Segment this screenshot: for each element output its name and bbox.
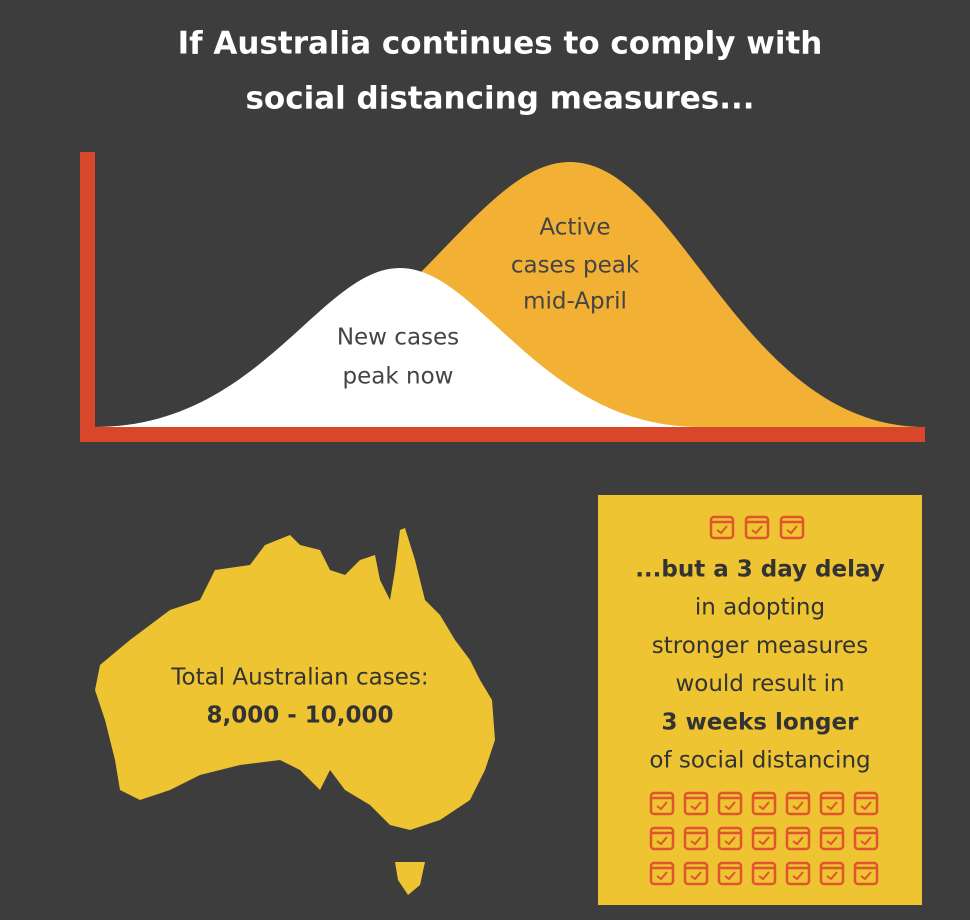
calendar-frame: [785, 861, 811, 886]
calendar-icon: [785, 861, 811, 886]
calendar-check: [690, 836, 702, 846]
active-label: cases peak: [511, 253, 640, 279]
calendar-check: [656, 871, 668, 881]
active-label: Active: [539, 215, 610, 241]
calendar-check: [786, 525, 798, 535]
calendar-frame: [717, 791, 743, 816]
calendar-check: [758, 801, 770, 811]
calendar-frame: [853, 826, 879, 851]
calendar-icon: [683, 791, 709, 816]
calendar-frame: [649, 791, 675, 816]
calendar-frame: [819, 861, 845, 886]
calendar-icon: [744, 515, 770, 540]
calendar-icon: [785, 826, 811, 851]
calendar-icon: [853, 791, 879, 816]
tasmania: [395, 862, 425, 895]
calendar-icon: [853, 826, 879, 851]
calendar-check: [724, 836, 736, 846]
calendar-icon: [785, 791, 811, 816]
calendar-frame: [751, 861, 777, 886]
calendar-frame: [649, 826, 675, 851]
calendar-check: [792, 836, 804, 846]
calendar-frame: [751, 791, 777, 816]
calendar-check: [716, 525, 728, 535]
new-cases-curve: [95, 268, 700, 427]
calendar-frame: [683, 791, 709, 816]
calendar-icon: [819, 826, 845, 851]
calendar-check: [690, 871, 702, 881]
calendar-frame: [717, 826, 743, 851]
calendar-icon: [683, 861, 709, 886]
calendar-frame: [779, 515, 805, 540]
calendar-icon: [649, 791, 675, 816]
calendar-check: [826, 836, 838, 846]
delay-line: would result in: [675, 671, 844, 697]
calendar-frame: [683, 826, 709, 851]
calendar-check: [792, 871, 804, 881]
calendar-icons: [649, 515, 879, 886]
calendar-frame: [819, 791, 845, 816]
calendar-icon: [751, 861, 777, 886]
map-label: Total Australian cases:: [170, 665, 428, 691]
calendar-icon: [717, 826, 743, 851]
calendar-check: [860, 801, 872, 811]
delay-line: 3 weeks longer: [662, 709, 860, 735]
calendar-check: [724, 801, 736, 811]
map-value: 8,000 - 10,000: [206, 703, 393, 729]
calendar-icon: [709, 515, 735, 540]
calendar-icon: [751, 826, 777, 851]
calendar-icon: [717, 791, 743, 816]
y-axis: [80, 152, 95, 442]
new-cases-label: peak now: [343, 364, 454, 390]
calendar-check: [656, 836, 668, 846]
calendar-check: [751, 525, 763, 535]
delay-line: stronger measures: [652, 633, 868, 659]
calendar-check: [758, 871, 770, 881]
calendar-icon: [751, 791, 777, 816]
calendar-check: [826, 801, 838, 811]
calendar-frame: [709, 515, 735, 540]
calendar-check: [758, 836, 770, 846]
delay-text: ...but a 3 day delay in adopting stronger …: [635, 557, 885, 774]
calendar-icon: [779, 515, 805, 540]
x-axis: [80, 427, 925, 442]
delay-line: in adopting: [695, 595, 825, 621]
calendar-icon: [717, 861, 743, 886]
calendar-icon: [819, 791, 845, 816]
title-line: social distancing measures...: [245, 81, 754, 117]
active-cases-curve: [95, 162, 925, 427]
calendar-check: [792, 801, 804, 811]
calendar-frame: [785, 791, 811, 816]
calendar-frame: [683, 861, 709, 886]
title-line: If Australia continues to comply with: [178, 26, 823, 62]
calendar-check: [656, 801, 668, 811]
calendar-icon: [649, 826, 675, 851]
calendar-frame: [744, 515, 770, 540]
calendar-icon: [649, 861, 675, 886]
calendar-frame: [785, 826, 811, 851]
calendar-icon: [853, 861, 879, 886]
calendar-check: [860, 836, 872, 846]
calendar-icon: [819, 861, 845, 886]
delay-line: ...but a 3 day delay: [635, 557, 885, 583]
new-cases-label: New cases: [337, 325, 459, 351]
australia-map: [95, 528, 495, 830]
calendar-icon: [683, 826, 709, 851]
calendar-check: [860, 871, 872, 881]
calendar-frame: [853, 861, 879, 886]
active-label: mid-April: [523, 289, 627, 315]
calendar-frame: [853, 791, 879, 816]
calendar-frame: [649, 861, 675, 886]
calendar-frame: [819, 826, 845, 851]
calendar-check: [826, 871, 838, 881]
calendar-frame: [717, 861, 743, 886]
calendar-frame: [751, 826, 777, 851]
calendar-check: [724, 871, 736, 881]
delay-line: of social distancing: [649, 748, 870, 774]
calendar-check: [690, 801, 702, 811]
